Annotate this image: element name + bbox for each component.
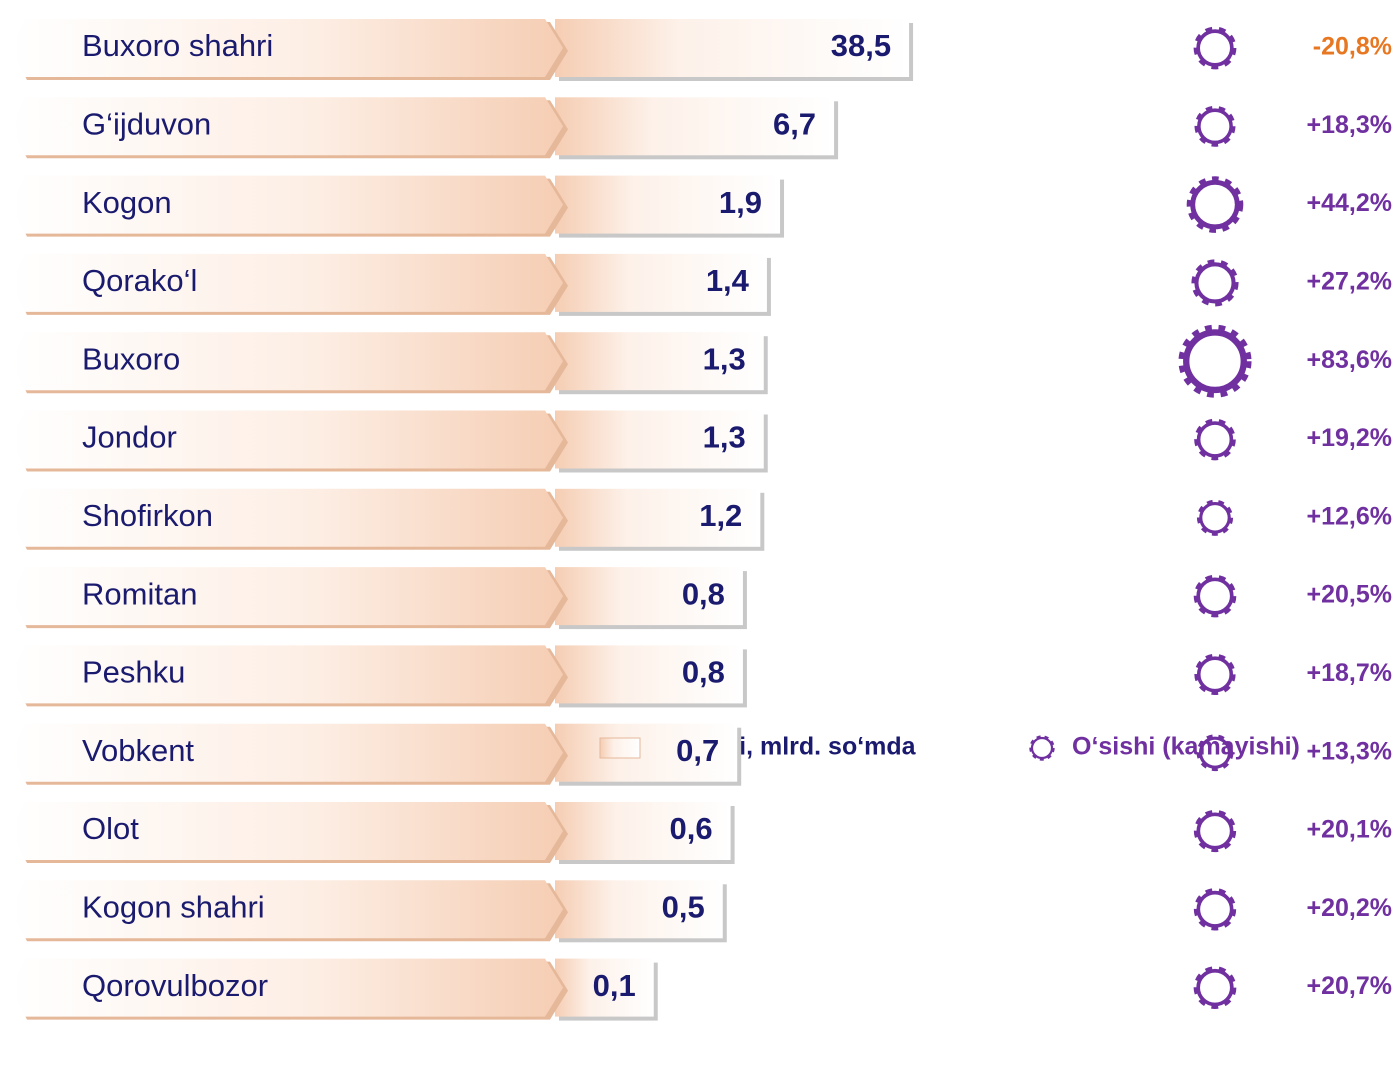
bar [555,332,764,391]
bar [555,802,731,860]
value-label: 0,8 [682,576,725,611]
category-banner [10,175,563,234]
category-label: Romitan [82,576,197,611]
value-label: 1,2 [699,498,742,533]
growth-marker-teeth [1193,26,1237,70]
growth-label: +18,7% [1307,659,1393,687]
category-banner [10,253,563,312]
category-banner [10,332,563,391]
growth-marker-teeth [1194,105,1236,147]
growth-label: +18,3% [1307,111,1393,139]
bar [555,253,767,312]
bar [555,19,910,77]
category-label: Olot [82,811,139,846]
growth-label: +13,3% [1307,737,1393,765]
value-label: 0,5 [662,889,705,924]
growth-marker-teeth [1196,734,1234,772]
bar [555,880,723,939]
growth-marker-teeth [1193,574,1237,618]
value-label: 1,9 [719,185,762,220]
bar [555,410,764,469]
category-label: Buxoro shahri [82,28,273,63]
category-banner [10,97,563,156]
legend-marker-teeth [1029,735,1055,761]
bar [555,488,761,547]
growth-marker-teeth [1194,418,1236,461]
category-label: Qorovulbozor [82,968,268,1003]
growth-label: -20,8% [1313,33,1392,61]
value-label: 0,8 [682,655,725,690]
growth-label: +44,2% [1307,189,1393,217]
category-label: Peshku [82,655,185,690]
growth-marker [1183,329,1247,394]
growth-marker-teeth [1191,259,1239,307]
growth-marker-teeth [1193,809,1237,853]
category-banner [10,802,563,860]
value-label: 1,4 [706,263,750,298]
value-label: 0,1 [593,968,636,1003]
category-label: Buxoro [82,341,180,376]
growth-marker [1190,179,1240,230]
growth-label: +20,5% [1307,581,1393,609]
category-label: Qorako‘l [82,263,197,298]
category-banner [10,958,563,1017]
growth-marker-teeth [1186,176,1244,233]
category-label: Kogon shahri [82,889,265,924]
bar [555,958,654,1017]
growth-label: +19,2% [1307,424,1393,452]
growth-marker-teeth [1194,653,1236,696]
growth-marker-teeth [1196,499,1234,536]
value-label: 38,5 [831,28,891,63]
category-label: Kogon [82,185,172,220]
bar [555,97,835,156]
growth-label: +12,6% [1307,502,1393,530]
bar [555,645,743,704]
growth-marker-teeth [1193,966,1237,1009]
growth-label: +20,2% [1307,894,1393,922]
category-banner [10,488,563,547]
category-banner [10,880,563,939]
value-label: 1,3 [703,420,746,455]
growth-label: +20,7% [1307,972,1393,1000]
category-banner [10,19,563,77]
category-label: Vobkent [82,733,194,768]
legend-swatch [599,737,641,759]
growth-marker-teeth [1193,888,1237,931]
growth-label: +27,2% [1307,268,1393,296]
category-banner [10,723,563,782]
bar [555,567,743,626]
value-label: 0,6 [669,811,712,846]
value-label: 6,7 [773,106,816,141]
bar [555,175,781,234]
growth-marker-teeth [1178,324,1252,398]
category-banner [10,645,563,704]
legend-label: O‘sishi (kamayishi) [1072,733,1300,761]
category-label: Shofirkon [82,498,213,533]
value-label: 1,3 [703,341,746,376]
category-banner [10,410,563,469]
bar [555,723,738,782]
growth-label: +20,1% [1307,816,1393,844]
category-label: G‘ijduvon [82,106,211,141]
value-label: 0,7 [676,733,719,768]
category-banner [10,567,563,626]
growth-label: +83,6% [1307,346,1393,374]
category-label: Jondor [82,420,177,455]
